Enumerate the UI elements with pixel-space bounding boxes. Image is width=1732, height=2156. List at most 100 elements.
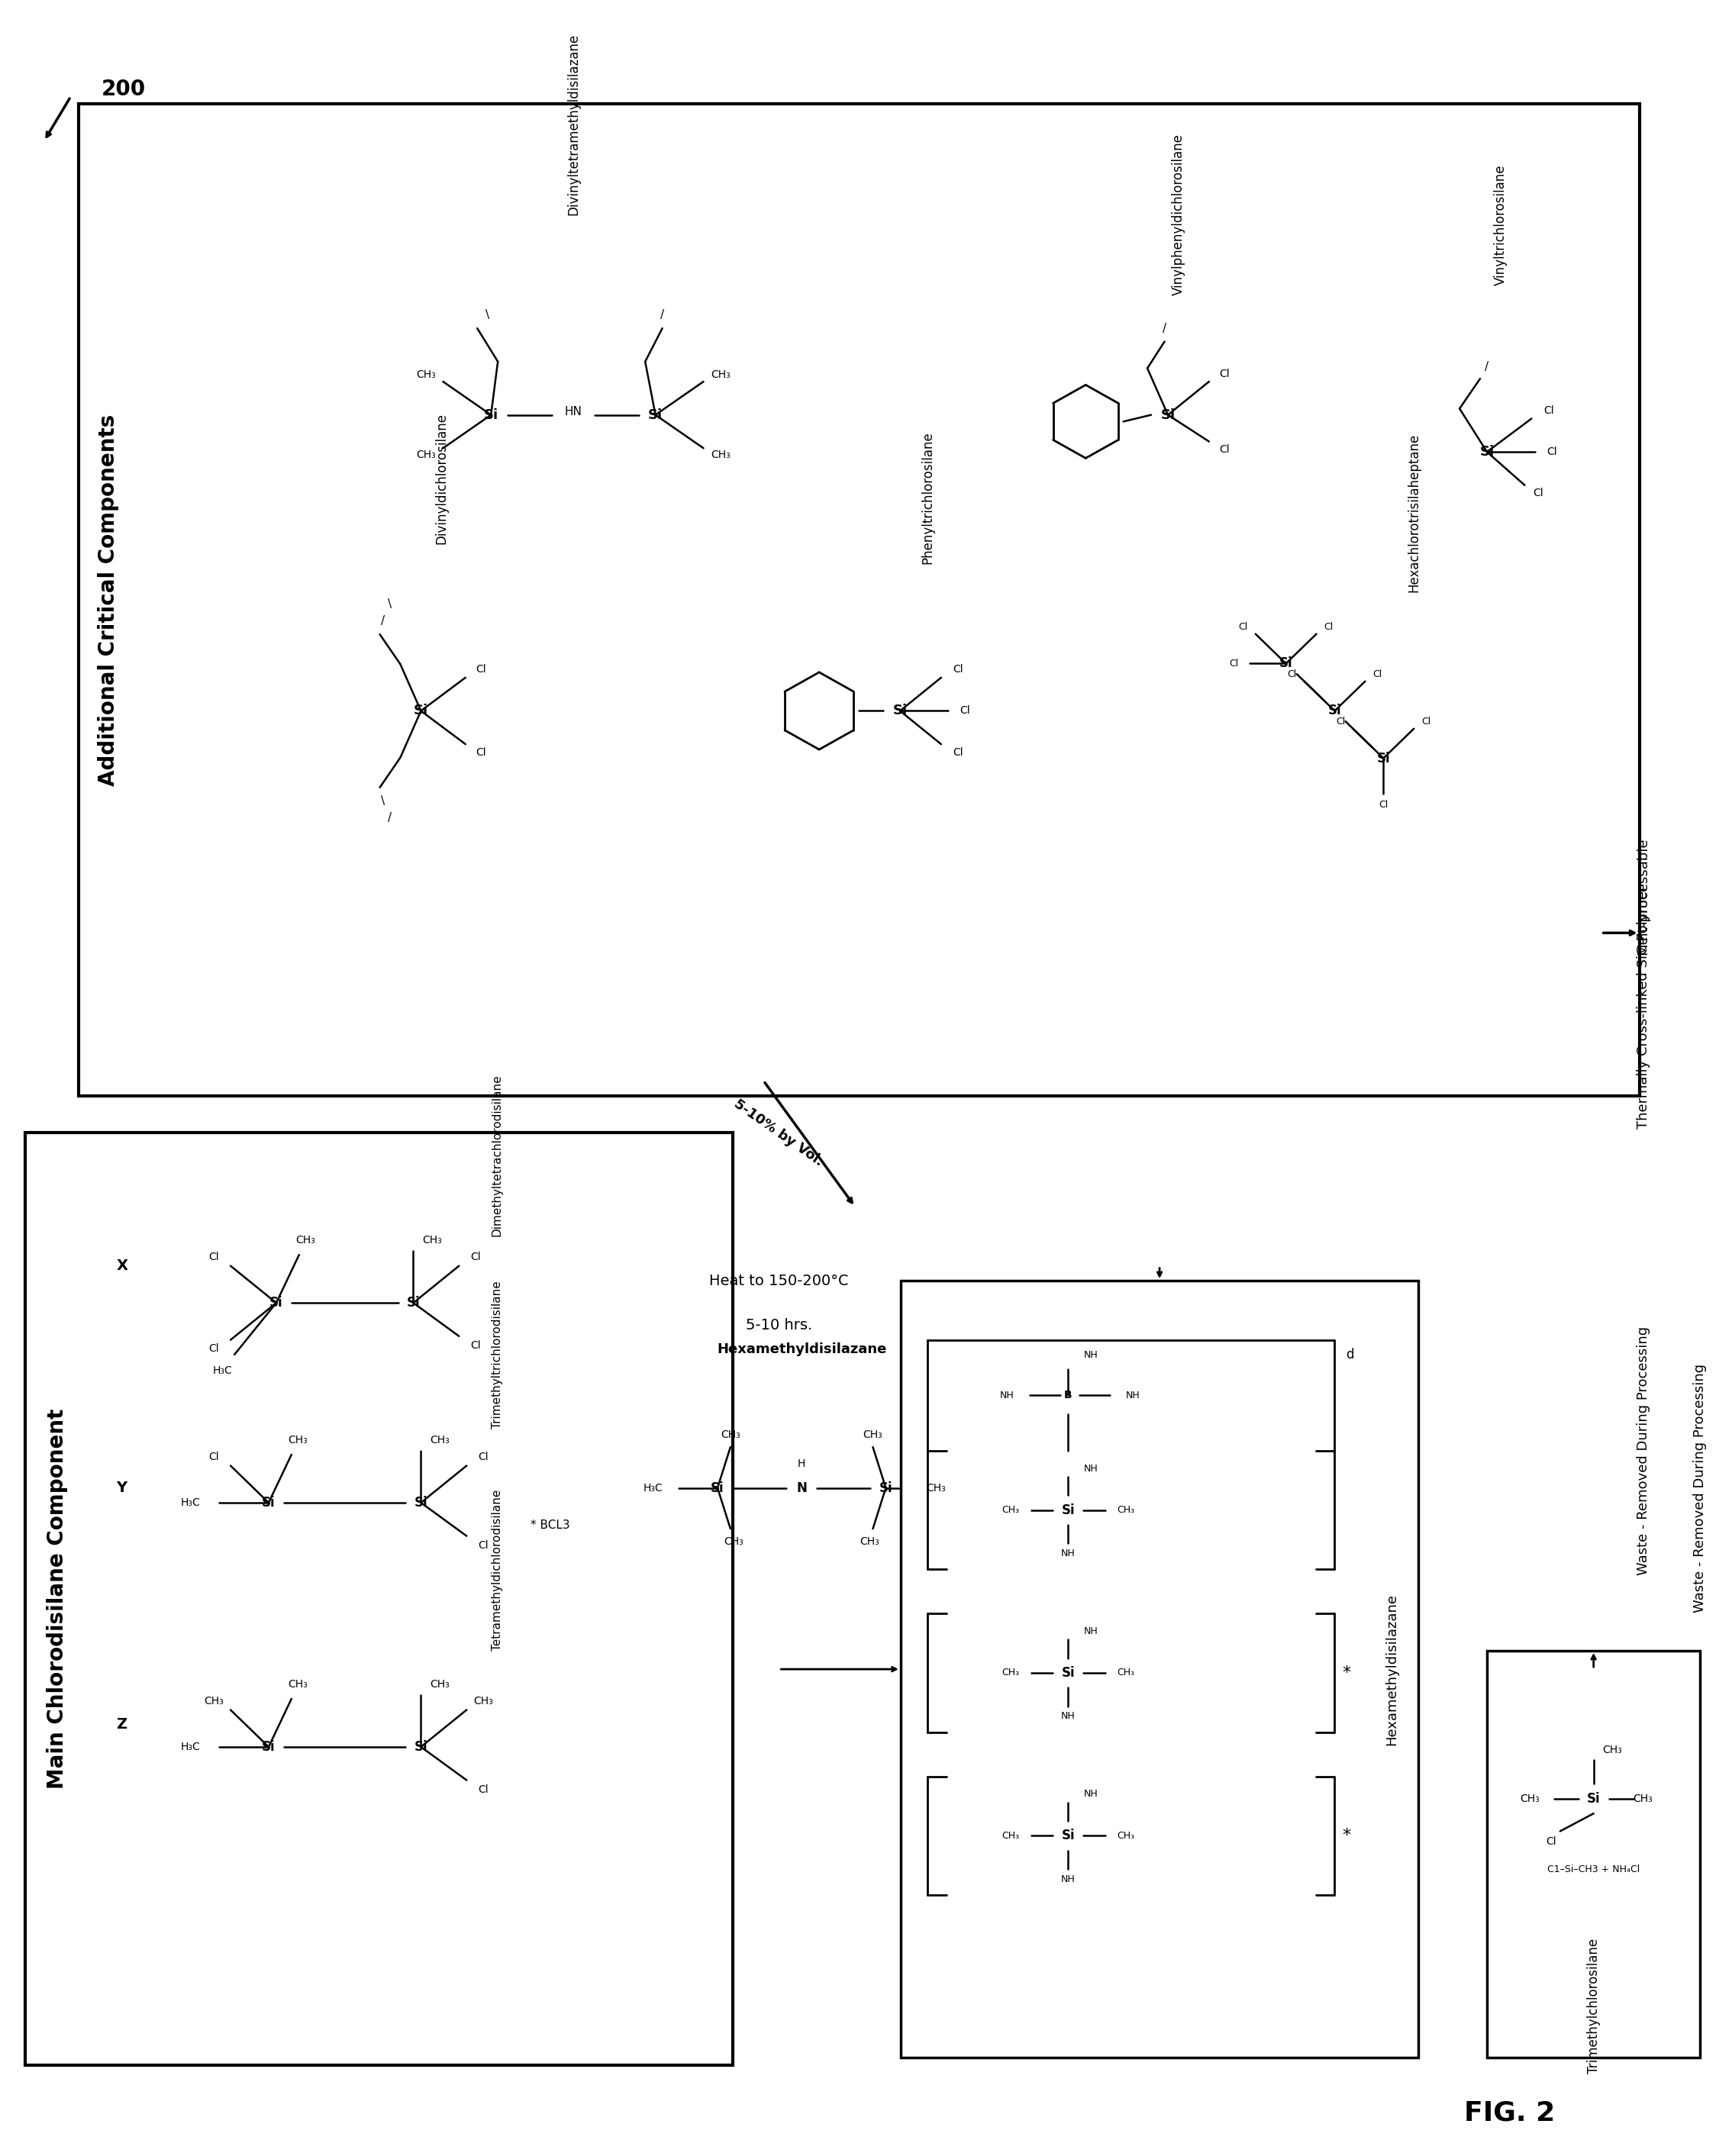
Text: Si: Si xyxy=(1160,407,1176,423)
Text: Cl: Cl xyxy=(1379,800,1387,808)
Text: Cl: Cl xyxy=(1219,369,1230,379)
Text: CH₃: CH₃ xyxy=(1602,1744,1623,1755)
Text: Divinyltetramethyldisilazane: Divinyltetramethyldisilazane xyxy=(566,32,580,216)
Text: Hexamethyldisilazane: Hexamethyldisilazane xyxy=(717,1343,887,1356)
Text: CH₃: CH₃ xyxy=(416,448,436,459)
Text: Si: Si xyxy=(1479,444,1495,459)
Text: Thermally Cross-linked SiC Polymer: Thermally Cross-linked SiC Polymer xyxy=(1637,884,1651,1130)
Text: Cl: Cl xyxy=(476,746,487,757)
Bar xyxy=(24,1132,733,2065)
Text: NH: NH xyxy=(1062,1548,1076,1559)
Text: Si: Si xyxy=(1328,705,1341,718)
Text: Tetramethyldichlorodisilane: Tetramethyldichlorodisilane xyxy=(492,1490,502,1651)
Text: /: / xyxy=(1484,360,1490,373)
Text: Waste - Removed During Processing: Waste - Removed During Processing xyxy=(1637,1326,1651,1576)
Text: Cl: Cl xyxy=(1545,1837,1555,1848)
Bar xyxy=(78,103,1638,1095)
Text: CH₃: CH₃ xyxy=(927,1483,946,1494)
Text: Cl: Cl xyxy=(1533,487,1543,498)
Text: CH₃: CH₃ xyxy=(859,1535,880,1546)
Text: Z: Z xyxy=(116,1718,126,1731)
Text: Cl: Cl xyxy=(1422,716,1431,727)
Text: Cl: Cl xyxy=(1323,621,1334,632)
Text: Heat to 150-200°C: Heat to 150-200°C xyxy=(708,1274,849,1287)
Text: Si: Si xyxy=(262,1496,275,1509)
Text: CH₃: CH₃ xyxy=(1521,1794,1540,1805)
Text: Si: Si xyxy=(407,1296,421,1309)
Text: NH: NH xyxy=(1126,1391,1140,1401)
Text: Si: Si xyxy=(414,1496,428,1509)
Text: \: \ xyxy=(485,308,490,321)
Text: *: * xyxy=(1342,1664,1351,1680)
Text: Si: Si xyxy=(892,705,908,718)
Text: Hexamethyldisilazane: Hexamethyldisilazane xyxy=(1386,1593,1399,1744)
Text: CH₃: CH₃ xyxy=(1003,1669,1020,1677)
Text: * BCL3: * BCL3 xyxy=(530,1520,570,1531)
Text: CH₃: CH₃ xyxy=(724,1535,743,1546)
Text: CH₃: CH₃ xyxy=(710,369,731,379)
Text: Hexachlorotrisilaheptane: Hexachlorotrisilaheptane xyxy=(1406,433,1420,593)
Text: Cl: Cl xyxy=(1238,621,1249,632)
Text: Si: Si xyxy=(710,1481,724,1494)
Text: Cl: Cl xyxy=(1287,668,1297,679)
Text: Melt-processable: Melt-processable xyxy=(1637,837,1651,955)
Text: NH: NH xyxy=(1084,1350,1098,1360)
Text: Cl: Cl xyxy=(471,1253,481,1263)
Text: CH₃: CH₃ xyxy=(430,1434,450,1445)
Text: CH₃: CH₃ xyxy=(288,1680,307,1690)
Text: *: * xyxy=(1342,1828,1351,1843)
Text: 5-10 hrs.: 5-10 hrs. xyxy=(745,1317,812,1332)
Text: NH: NH xyxy=(1084,1789,1098,1798)
Text: Cl: Cl xyxy=(476,664,487,675)
Text: Cl: Cl xyxy=(1547,446,1557,457)
Text: H: H xyxy=(798,1460,805,1470)
Text: Waste - Removed During Processing: Waste - Removed During Processing xyxy=(1694,1363,1708,1613)
Text: H₃C: H₃C xyxy=(643,1483,663,1494)
Text: Cl: Cl xyxy=(208,1451,218,1462)
Text: Cl: Cl xyxy=(208,1343,218,1354)
Text: CH₃: CH₃ xyxy=(1117,1669,1134,1677)
Bar xyxy=(1488,1651,1701,2057)
Text: HN: HN xyxy=(565,405,582,418)
Text: Cl: Cl xyxy=(953,664,963,675)
Text: Si: Si xyxy=(1062,1503,1076,1518)
Text: Phenyltrichlorosilane: Phenyltrichlorosilane xyxy=(921,431,934,565)
Text: /: / xyxy=(388,811,391,824)
Text: CH₃: CH₃ xyxy=(1633,1794,1652,1805)
Text: 200: 200 xyxy=(100,78,145,99)
Text: Cl: Cl xyxy=(478,1785,488,1796)
Text: d: d xyxy=(1346,1348,1354,1363)
Text: Divinyldichlorosilane: Divinyldichlorosilane xyxy=(435,414,449,543)
Text: Si: Si xyxy=(1280,658,1292,671)
Text: 5-10% by Vol.: 5-10% by Vol. xyxy=(731,1097,826,1169)
Text: Si: Si xyxy=(880,1481,892,1494)
Text: Cl: Cl xyxy=(471,1341,481,1352)
Text: C1–Si–CH3 + NH₄Cl: C1–Si–CH3 + NH₄Cl xyxy=(1547,1865,1640,1876)
Text: H₃C: H₃C xyxy=(213,1365,232,1376)
Text: NH: NH xyxy=(1062,1712,1076,1720)
Text: Main Chlorodisilane Component: Main Chlorodisilane Component xyxy=(47,1408,68,1789)
Text: H₃C: H₃C xyxy=(180,1742,201,1753)
Text: CH₃: CH₃ xyxy=(1003,1830,1020,1841)
Text: Si: Si xyxy=(270,1296,282,1309)
Text: X: X xyxy=(116,1259,128,1274)
Text: Cl: Cl xyxy=(208,1253,218,1263)
Text: FIG. 2: FIG. 2 xyxy=(1464,2100,1555,2126)
Text: Trimethylchlorosilane: Trimethylchlorosilane xyxy=(1587,1938,1600,2074)
Text: CH₃: CH₃ xyxy=(1117,1505,1134,1516)
Text: Additional Critical Components: Additional Critical Components xyxy=(99,414,120,785)
Text: Cl: Cl xyxy=(478,1539,488,1550)
Text: Dimethyltetrachlorodisilane: Dimethyltetrachlorodisilane xyxy=(492,1074,502,1235)
Text: Si: Si xyxy=(483,407,499,423)
Text: CH₃: CH₃ xyxy=(721,1429,740,1440)
Text: Si: Si xyxy=(1377,752,1391,765)
Text: CH₃: CH₃ xyxy=(296,1235,315,1246)
Text: Cl: Cl xyxy=(1335,716,1346,727)
Text: N: N xyxy=(797,1481,807,1494)
Text: Si: Si xyxy=(1587,1792,1600,1805)
Text: H₃C: H₃C xyxy=(180,1496,201,1507)
Text: Cl: Cl xyxy=(960,705,970,716)
Text: Y: Y xyxy=(116,1481,126,1494)
Text: CH₃: CH₃ xyxy=(288,1434,307,1445)
Text: CH₃: CH₃ xyxy=(863,1429,883,1440)
